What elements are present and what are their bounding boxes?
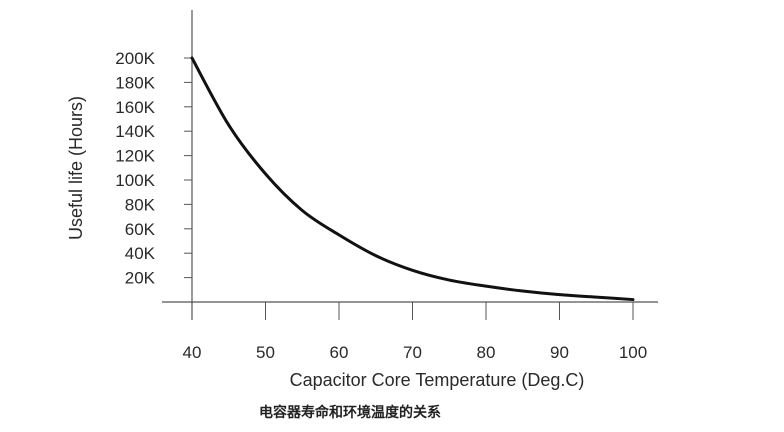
- x-tick-label: 40: [183, 343, 202, 362]
- x-tick-label: 100: [619, 343, 647, 362]
- y-tick-label: 200K: [115, 49, 155, 68]
- y-tick-label: 60K: [125, 220, 156, 239]
- x-axis-ticks: 40 50 60 70 80 90 100: [183, 302, 647, 362]
- y-tick-label: 80K: [125, 195, 156, 214]
- chart-axes: [162, 10, 658, 320]
- series-line-0: [190, 56, 635, 302]
- y-tick-label: 100K: [115, 171, 155, 190]
- x-tick-label: 50: [256, 343, 275, 362]
- y-tick-label: 120K: [115, 147, 155, 166]
- y-tick-label: 40K: [125, 244, 156, 263]
- y-tick-label: 180K: [115, 73, 155, 92]
- series-layer: [190, 56, 635, 302]
- x-tick-label: 80: [477, 343, 496, 362]
- y-tick-label: 20K: [125, 269, 156, 288]
- x-tick-label: 60: [330, 343, 349, 362]
- x-tick-label: 90: [550, 343, 569, 362]
- x-tick-label: 70: [403, 343, 422, 362]
- figure-caption: 电容器寿命和环境温度的关系: [259, 405, 441, 421]
- y-axis-ticks: 20K 40K 60K 80K 100K 120K 140K 160K 180K 200K: [115, 49, 192, 288]
- y-tick-label: 140K: [115, 122, 155, 141]
- y-axis-title: Useful life (Hours): [66, 96, 86, 240]
- y-tick-label: 160K: [115, 98, 155, 117]
- x-axis-title: Capacitor Core Temperature (Deg.C): [290, 370, 585, 390]
